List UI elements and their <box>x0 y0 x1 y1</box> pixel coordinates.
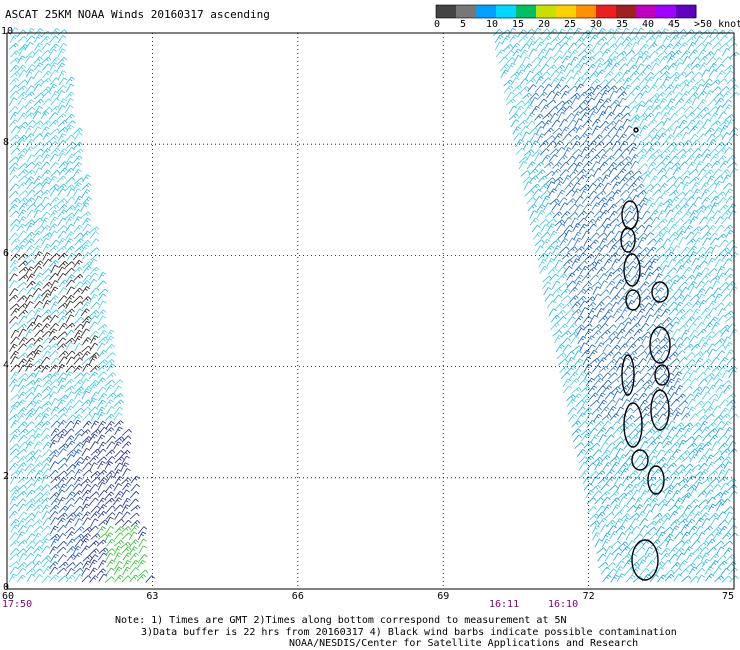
legend-label: 35 <box>616 19 629 30</box>
legend-label: 20 <box>538 19 551 30</box>
y-tick-label: 8 <box>3 137 10 149</box>
legend-swatch <box>496 5 517 18</box>
islands-outline <box>620 127 671 581</box>
note-line-2: 3)Data buffer is 22 hrs from 20160317 4)… <box>141 627 677 638</box>
legend-swatch <box>456 5 477 18</box>
legend-label: 5 <box>460 19 467 30</box>
time-left: 17:50 <box>2 599 33 610</box>
legend-label: 0 <box>434 19 441 30</box>
map-frame <box>6 32 735 590</box>
legend-label: 30 <box>590 19 603 30</box>
x-tick-label: 75 <box>722 591 735 602</box>
legend-label: 25 <box>564 19 577 30</box>
wind-barbs <box>8 27 740 584</box>
note-line-1: Note: 1) Times are GMT 2)Times along bot… <box>115 615 567 626</box>
legend-label: >50 knots <box>694 19 740 30</box>
legend-swatch <box>436 5 457 18</box>
time-middle: 16:11 <box>489 599 520 610</box>
legend-swatch <box>576 5 597 18</box>
map-title: ASCAT 25KM NOAA Winds 20160317 ascending <box>5 8 270 21</box>
y-tick-label: 10 <box>1 26 14 37</box>
x-tick-label: 69 <box>437 591 450 602</box>
legend-label: 45 <box>668 19 681 30</box>
y-tick-label: 0 <box>3 582 10 593</box>
legend-swatch <box>656 5 677 18</box>
legend-swatch <box>516 5 537 18</box>
x-tick-label: 66 <box>291 591 304 602</box>
time-right: 16:10 <box>548 599 579 610</box>
y-tick-label: 4 <box>3 359 10 371</box>
legend-swatch <box>476 5 497 18</box>
legend-swatch <box>636 5 657 18</box>
x-tick-label: 60 <box>2 591 15 602</box>
lat-lon-grid <box>7 33 734 589</box>
legend-label: 40 <box>642 19 655 30</box>
legend-swatch <box>556 5 577 18</box>
y-tick-label: 6 <box>3 248 10 260</box>
x-tick-label: 63 <box>146 591 159 602</box>
color-legend <box>435 4 697 19</box>
legend-swatch <box>616 5 637 18</box>
note-line-3: NOAA/NESDIS/Center for Satellite Applica… <box>289 638 639 649</box>
legend-swatch <box>676 5 697 18</box>
legend-swatch <box>596 5 617 18</box>
legend-swatch <box>536 5 557 18</box>
x-tick-label: 72 <box>582 591 595 602</box>
y-tick-label: 2 <box>3 470 10 482</box>
legend-label: 10 <box>486 19 499 30</box>
legend-label: 15 <box>512 19 525 30</box>
